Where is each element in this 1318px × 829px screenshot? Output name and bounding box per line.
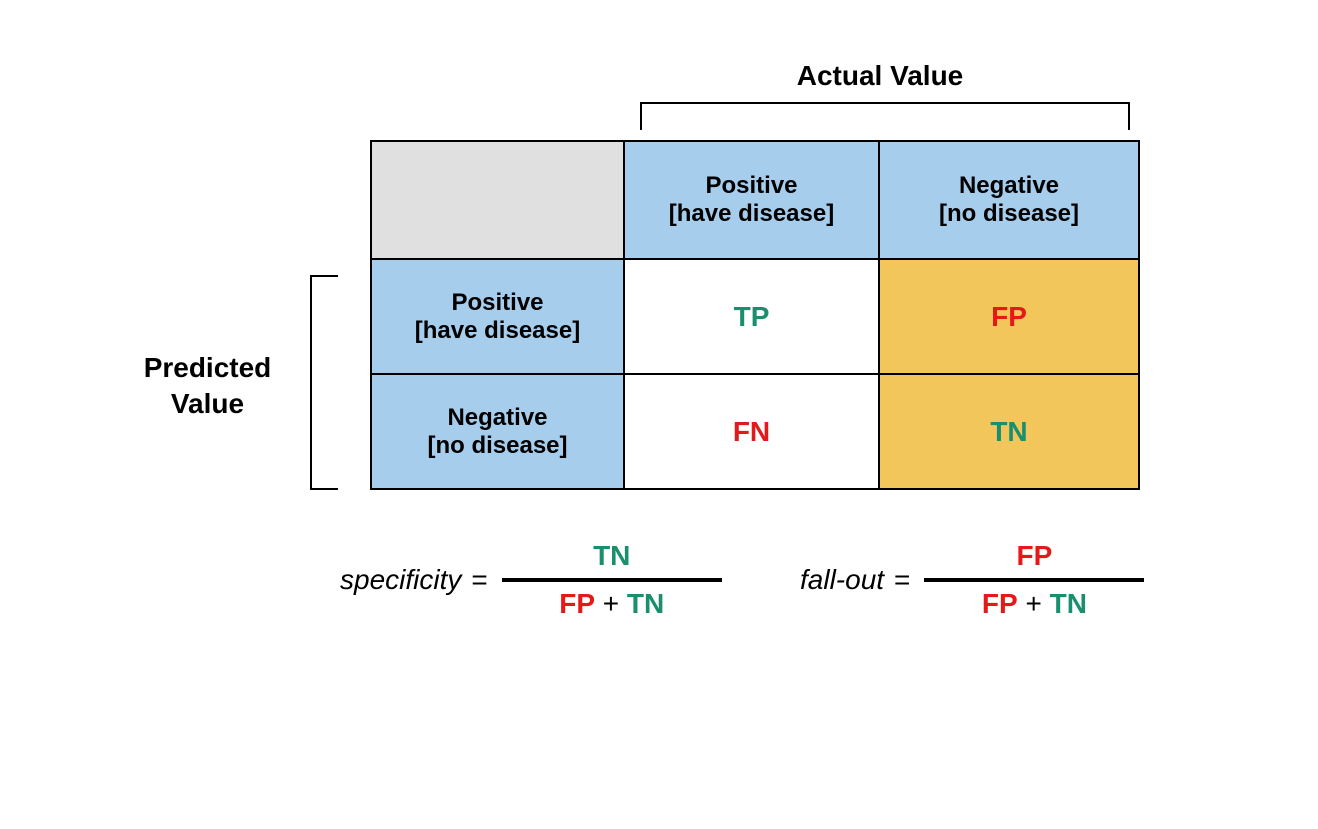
formula-specificity-den-fp: FP [559, 588, 595, 619]
corner-cell [370, 140, 625, 260]
col-header-positive-line1: Positive [705, 172, 797, 199]
col-header-positive: Positive [have disease] [623, 140, 880, 260]
predicted-value-line2: Value [171, 388, 244, 419]
predicted-value-label: Predicted Value [120, 350, 295, 423]
formula-fallout-numerator: FP [1017, 540, 1053, 578]
row-header-positive-line1: Positive [451, 289, 543, 316]
formula-specificity-eq: = [471, 564, 487, 596]
col-header-negative-line1: Negative [959, 172, 1059, 199]
formula-fallout-den-fp: FP [982, 588, 1018, 619]
cell-fp: FP [878, 258, 1140, 375]
row-header-negative: Negative [no disease] [370, 373, 625, 490]
formula-fallout-eq: = [894, 564, 910, 596]
formula-specificity-den-tn: TN [627, 588, 664, 619]
actual-value-label: Actual Value [625, 58, 1135, 94]
row-header-positive: Positive [have disease] [370, 258, 625, 375]
top-bracket [640, 102, 1130, 130]
cell-tp: TP [623, 258, 880, 375]
col-header-negative: Negative [no disease] [878, 140, 1140, 260]
formula-specificity-den-plus: + [595, 588, 627, 619]
left-bracket [310, 275, 338, 490]
formula-specificity-numerator: TN [593, 540, 630, 578]
formula-fallout-den-tn: TN [1050, 588, 1087, 619]
row-header-negative-line2: [no disease] [427, 432, 567, 459]
col-header-negative-line2: [no disease] [939, 200, 1079, 227]
diagram-canvas: Actual Value Predicted Value Positive [h… [0, 0, 1318, 829]
formula-fallout-den-plus: + [1018, 588, 1050, 619]
formula-specificity: specificity = TN FP + TN [340, 540, 722, 620]
cell-tn: TN [878, 373, 1140, 490]
col-header-positive-line2: [have disease] [669, 200, 834, 227]
formula-fallout: fall-out = FP FP + TN [800, 540, 1144, 620]
row-header-negative-line1: Negative [447, 404, 547, 431]
cell-fn: FN [623, 373, 880, 490]
predicted-value-line1: Predicted [144, 352, 272, 383]
row-header-positive-line2: [have disease] [415, 317, 580, 344]
formula-fallout-name: fall-out [800, 564, 884, 596]
formula-specificity-name: specificity [340, 564, 461, 596]
